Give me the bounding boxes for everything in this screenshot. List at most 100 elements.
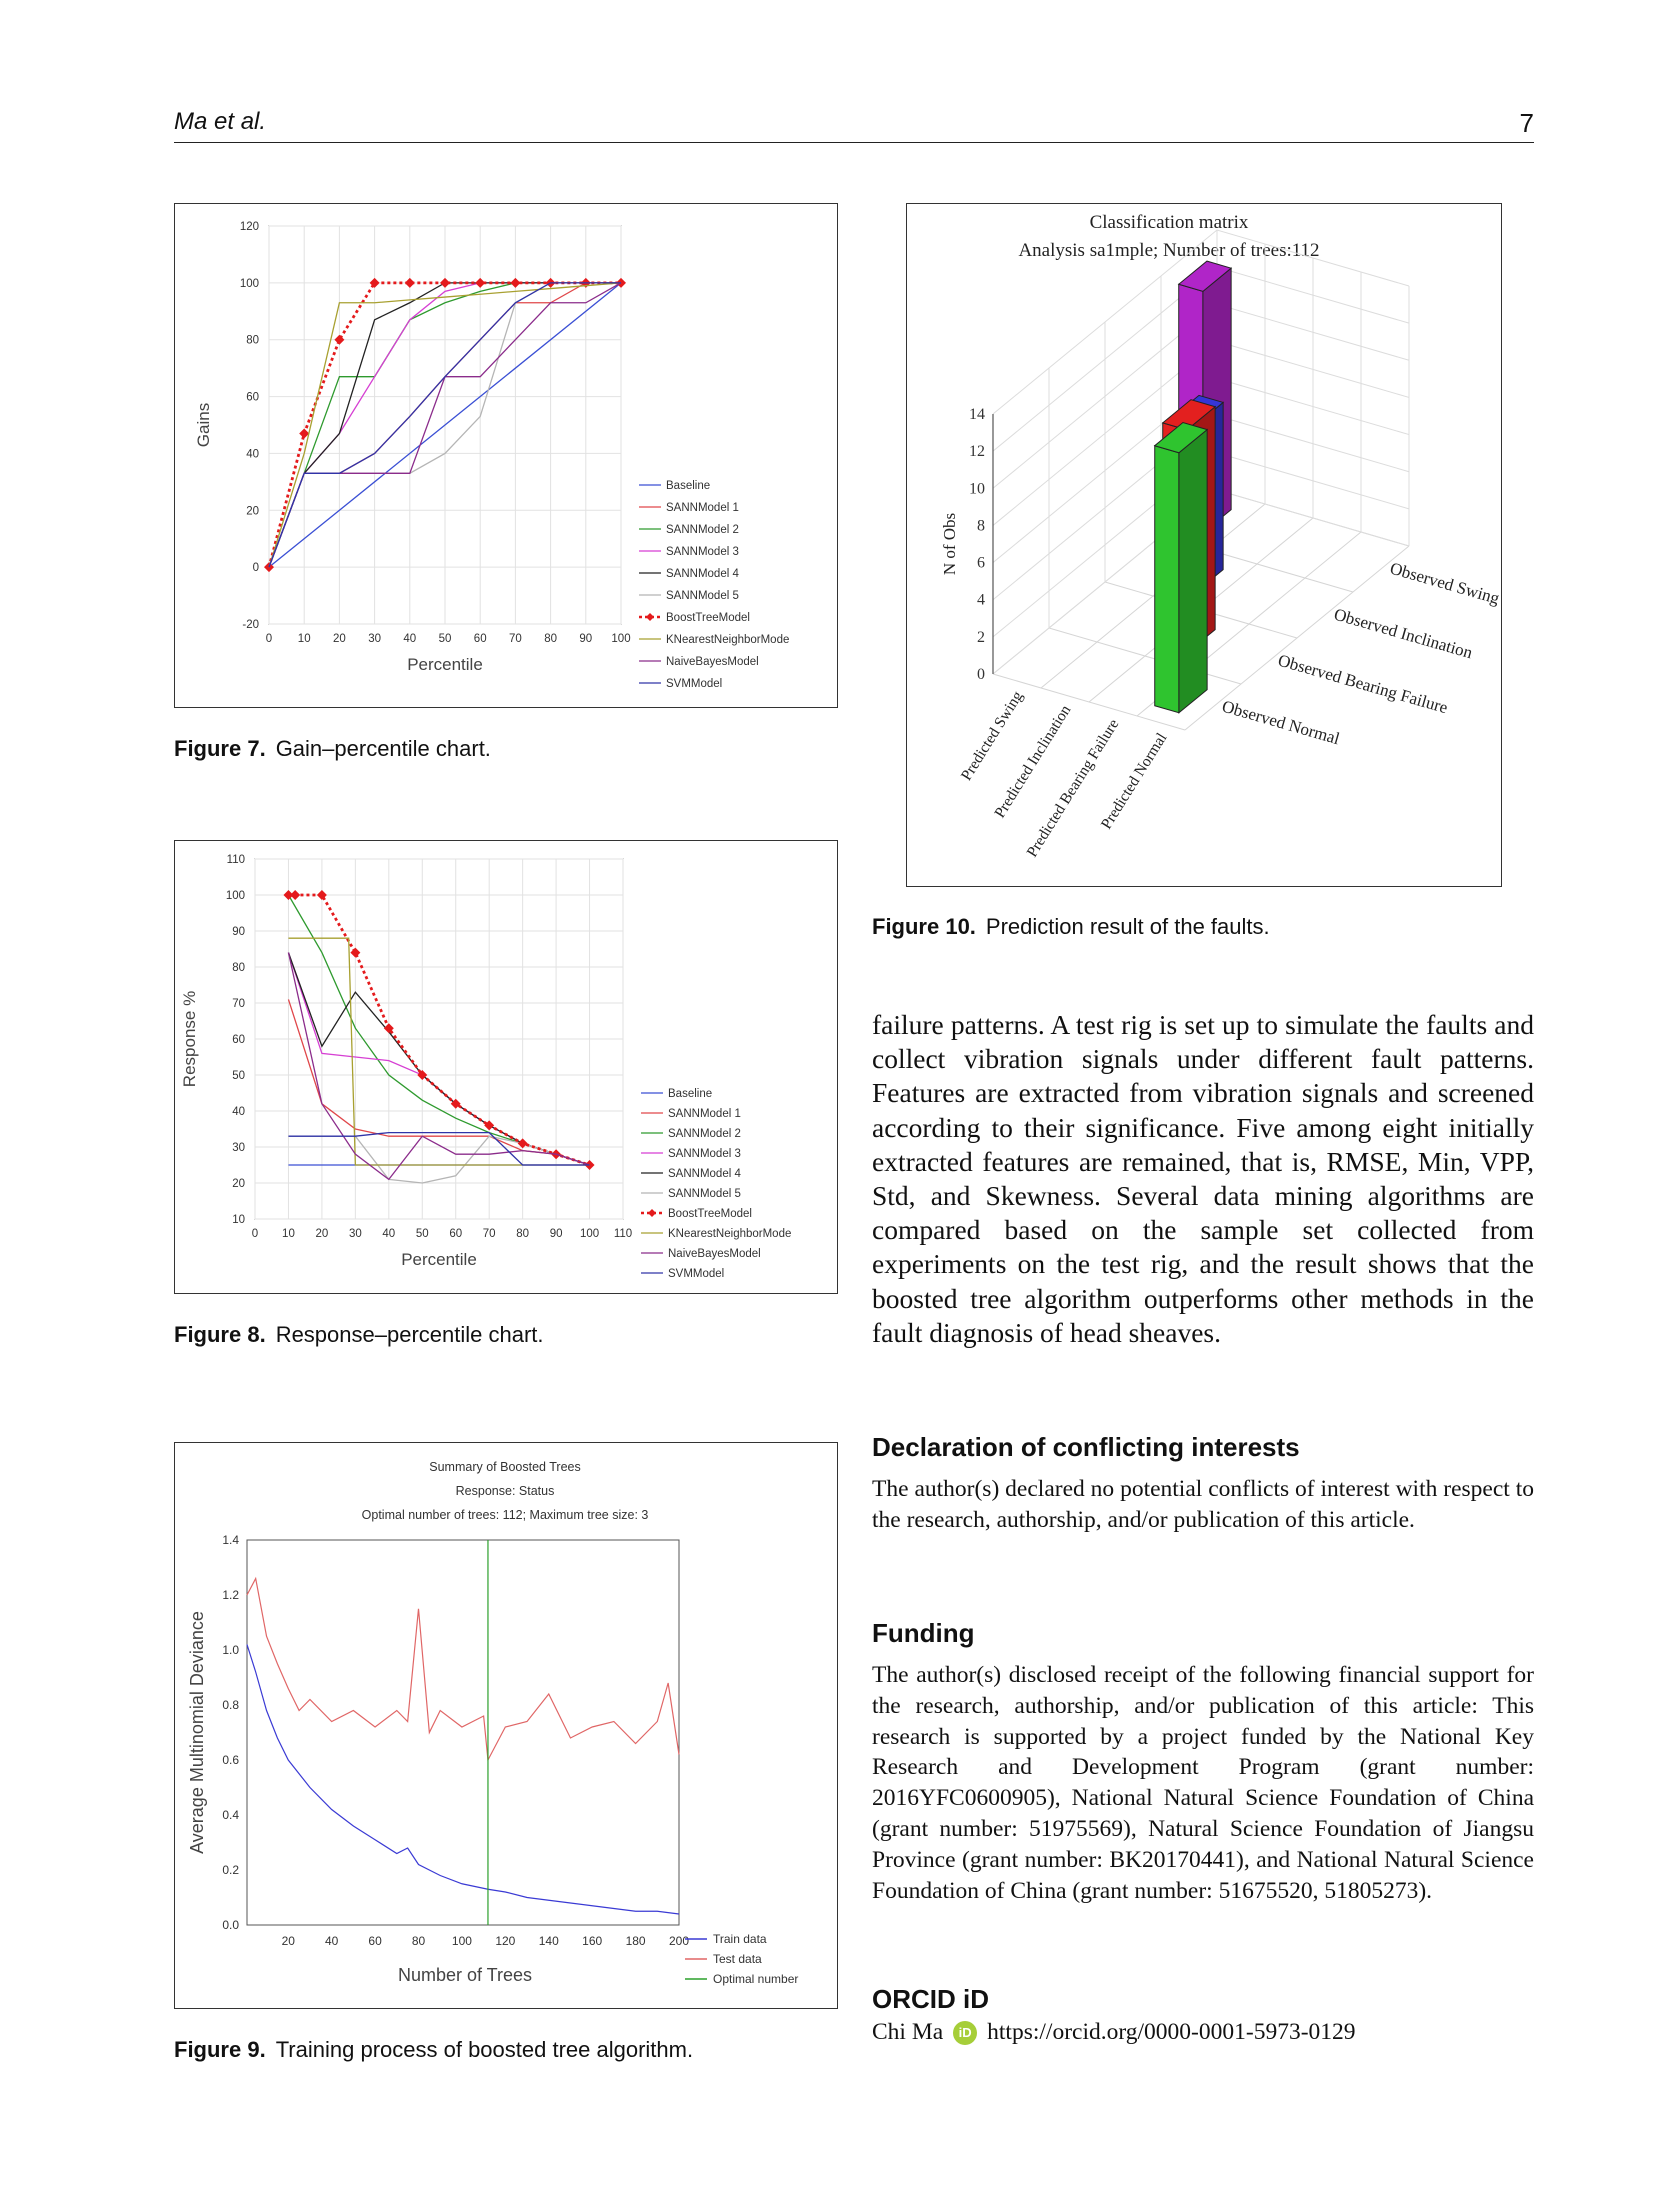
- legend-label: KNearestNeighborMode: [666, 634, 789, 646]
- header-author: Ma et al.: [174, 108, 267, 135]
- series-line-svmmodel: [268, 282, 621, 568]
- header-rule: [174, 142, 1534, 143]
- z-tick-label: 0: [977, 666, 985, 683]
- legend-label: Baseline: [668, 1088, 712, 1100]
- y-tick-label: 0.0: [222, 1918, 239, 1932]
- y-tick-label: 0: [253, 562, 259, 574]
- x-tick-label: 0: [252, 1228, 258, 1240]
- observed-label: Observed Normal: [1220, 697, 1342, 749]
- data-point-boosttreemodel: [517, 1138, 528, 1149]
- x-tick-label: 70: [509, 633, 522, 645]
- boosted-trees-training-chart: Summary of Boosted Trees Response: Status…: [187, 1460, 798, 1986]
- orcid-link[interactable]: https://orcid.org/0000-0001-5973-0129: [987, 2019, 1356, 2045]
- y-tick-label: 70: [232, 998, 245, 1010]
- data-point-boosttreemodel: [404, 277, 415, 288]
- y-tick-label: 0.4: [222, 1808, 239, 1822]
- z-tick-label: 12: [969, 443, 985, 460]
- figure-9-caption: Figure 9. Training process of boosted tre…: [174, 2037, 693, 2063]
- legend-label: SANNModel 2: [668, 1128, 741, 1140]
- classification-matrix-3d-chart: Classification matrix Analysis sa1mple; N…: [940, 212, 1501, 860]
- figure-7-gain-chart: 0 10 20 30 40 50 60 70 80 90 100 -20 0 20 40 60 80 100 120…: [174, 203, 838, 708]
- figure-7-caption: Figure 7. Gain–percentile chart.: [174, 736, 491, 762]
- y-tick-label: 50: [232, 1070, 245, 1082]
- legend-label: SANNModel 1: [668, 1108, 741, 1120]
- y-tick-label: 100: [226, 890, 245, 902]
- y-tick-label: 20: [232, 1178, 245, 1190]
- series-line-naivebayesmodel: [287, 952, 590, 1181]
- z-tick-label: 10: [969, 480, 985, 497]
- x-tick-label: 40: [382, 1228, 395, 1240]
- x-tick-label: 30: [368, 633, 381, 645]
- x-tick-label: 140: [539, 1934, 559, 1948]
- y-tick-label: 60: [246, 392, 259, 404]
- legend-label: SANNModel 4: [668, 1168, 741, 1180]
- y-axis-label: Average Multinomial Deviance: [187, 1611, 207, 1854]
- x-tick-label: 60: [474, 633, 487, 645]
- x-tick-label: 20: [282, 1934, 296, 1948]
- y-tick-label: -20: [242, 619, 259, 631]
- series-line-test-data: [246, 1576, 680, 1763]
- data-point-boosttreemodel: [484, 1120, 495, 1131]
- legend-label: Train data: [713, 1932, 767, 1946]
- figure-7-label: Figure 7.: [174, 736, 266, 761]
- legend-label: NaiveBayesModel: [668, 1248, 761, 1260]
- x-axis-label: Percentile: [401, 1250, 477, 1269]
- legend-label: SANNModel 3: [666, 546, 739, 558]
- series-line-baseline: [268, 282, 622, 568]
- x-tick-label: 90: [579, 633, 592, 645]
- figure-8-response-chart: 0 10 20 30 40 50 60 70 80 90 100 110 10 20 30 40 50 60 70 8…: [174, 840, 838, 1294]
- legend-label: SANNModel 3: [668, 1148, 741, 1160]
- observed-label: Observed Inclination: [1332, 605, 1475, 663]
- y-axis-label: Gains: [194, 403, 213, 447]
- z-tick-label: 8: [977, 517, 985, 534]
- legend-label: SANNModel 4: [666, 568, 739, 580]
- y-tick-label: 20: [246, 505, 259, 517]
- legend-label: SANNModel 5: [668, 1188, 741, 1200]
- y-tick-label: 40: [232, 1106, 245, 1118]
- x-tick-label: 100: [452, 1934, 472, 1948]
- figure-7-caption-text: Gain–percentile chart.: [275, 736, 491, 761]
- predicted-label: Predicted Swing: [958, 688, 1027, 784]
- legend-label: SVMModel: [668, 1268, 724, 1280]
- legend-label: Optimal number: [713, 1972, 798, 1986]
- x-tick-label: 200: [669, 1934, 689, 1948]
- orcid-entry: Chi Ma iD https://orcid.org/0000-0001-59…: [872, 2019, 1356, 2046]
- data-point-boosttreemodel: [369, 277, 380, 288]
- funding-text: The author(s) disclosed receipt of the f…: [872, 1662, 1534, 1904]
- figure-9-caption-text: Training process of boosted tree algorit…: [275, 2037, 694, 2062]
- data-point-boosttreemodel: [450, 1098, 461, 1109]
- x-tick-label: 60: [368, 1934, 382, 1948]
- data-point-boosttreemodel: [350, 947, 361, 958]
- x-tick-label: 80: [516, 1228, 529, 1240]
- y-tick-label: 80: [246, 335, 259, 347]
- series-line-train-data: [246, 1644, 680, 1915]
- y-tick-label: 1.2: [222, 1588, 239, 1602]
- page-number: 7: [1519, 108, 1534, 138]
- y-tick-label: 0.6: [222, 1753, 239, 1767]
- observed-label: Observed Bearing Failure: [1276, 651, 1450, 718]
- data-point-boosttreemodel: [283, 890, 294, 900]
- y-tick-label: 30: [232, 1142, 245, 1154]
- legend-label: SVMModel: [666, 678, 722, 690]
- x-axis-label: Percentile: [407, 655, 483, 674]
- data-point-boosttreemodel: [299, 428, 310, 439]
- x-tick-label: 30: [349, 1228, 362, 1240]
- x-tick-label: 0: [266, 633, 272, 645]
- legend-label: SANNModel 5: [666, 590, 739, 602]
- x-tick-label: 10: [282, 1228, 295, 1240]
- data-point-boosttreemodel: [290, 890, 301, 900]
- x-tick-label: 110: [614, 1228, 632, 1240]
- x-tick-label: 60: [449, 1228, 462, 1240]
- x-tick-label: 20: [316, 1228, 329, 1240]
- legend-label: KNearestNeighborMode: [668, 1228, 791, 1240]
- legend-label: BoostTreeModel: [666, 612, 750, 624]
- y-axis-label: Response %: [180, 991, 199, 1087]
- x-tick-label: 70: [483, 1228, 496, 1240]
- legend-label: Test data: [713, 1952, 762, 1966]
- x-tick-label: 160: [582, 1934, 602, 1948]
- chart-title-line: Response: Status: [456, 1484, 555, 1498]
- figure-8-caption: Figure 8. Response–percentile chart.: [174, 1322, 544, 1348]
- y-tick-label: 120: [240, 221, 259, 233]
- z-tick-label: 14: [969, 406, 985, 423]
- conflict-text: The author(s) declared no potential conf…: [872, 1476, 1534, 1533]
